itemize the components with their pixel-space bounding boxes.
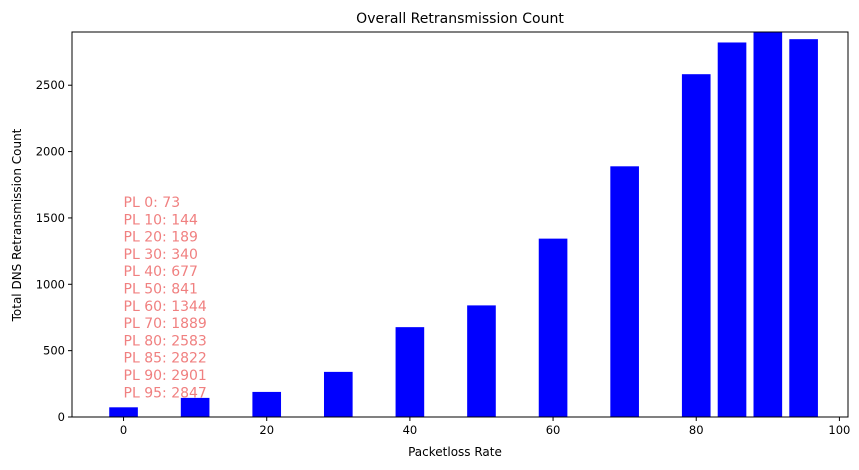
- bar-pl-80: [681, 74, 711, 417]
- y-tick-label: 0: [58, 410, 65, 424]
- x-tick-label: 20: [259, 423, 274, 437]
- bar-pl-95: [789, 39, 818, 418]
- y-tick-label: 1000: [36, 277, 65, 291]
- x-tick-label: 60: [546, 423, 561, 437]
- bars-layer: [109, 32, 818, 418]
- annotation-label: PL 0: 73: [124, 195, 181, 211]
- y-tick-label: 1500: [36, 211, 65, 225]
- annotation-label: PL 70: 1889: [124, 316, 207, 332]
- annotation-label: PL 10: 144: [124, 212, 198, 228]
- annotation-label: PL 20: 189: [124, 230, 198, 246]
- bar-pl-30: [323, 371, 353, 417]
- x-tick-label: 0: [120, 423, 127, 437]
- y-tick-label: 500: [43, 344, 65, 358]
- bar-pl-0: [109, 407, 138, 417]
- annotation-label: PL 50: 841: [124, 282, 198, 298]
- annotation-label: PL 80: 2583: [124, 333, 207, 349]
- annotation-label: PL 85: 2822: [124, 351, 207, 367]
- annotation-label: PL 30: 340: [124, 247, 198, 263]
- x-axis-label: Packetloss Rate: [408, 445, 502, 459]
- bar-pl-85: [717, 42, 747, 417]
- x-tick-label: 100: [828, 423, 850, 437]
- y-axis-label: Total DNS Retransmission Count: [10, 128, 24, 322]
- bar-pl-10: [180, 397, 210, 417]
- bar-pl-40: [395, 327, 425, 417]
- annotation-label: PL 60: 1344: [124, 299, 207, 315]
- annotation-label: PL 95: 2847: [124, 385, 207, 401]
- bar-pl-90: [753, 32, 783, 417]
- y-tick-label: 2500: [36, 78, 65, 92]
- x-tick-label: 40: [403, 423, 418, 437]
- annotation-label: PL 40: 677: [124, 264, 198, 280]
- bar-pl-60: [538, 238, 568, 417]
- bar-pl-50: [467, 305, 496, 417]
- bar-pl-20: [252, 391, 282, 417]
- x-tick-label: 80: [689, 423, 704, 437]
- annotation-label: PL 90: 2901: [124, 368, 207, 384]
- chart-title: Overall Retransmission Count: [356, 11, 564, 27]
- bar-pl-70: [610, 166, 639, 417]
- plot-frame: [71, 31, 849, 418]
- y-tick-label: 2000: [36, 145, 65, 159]
